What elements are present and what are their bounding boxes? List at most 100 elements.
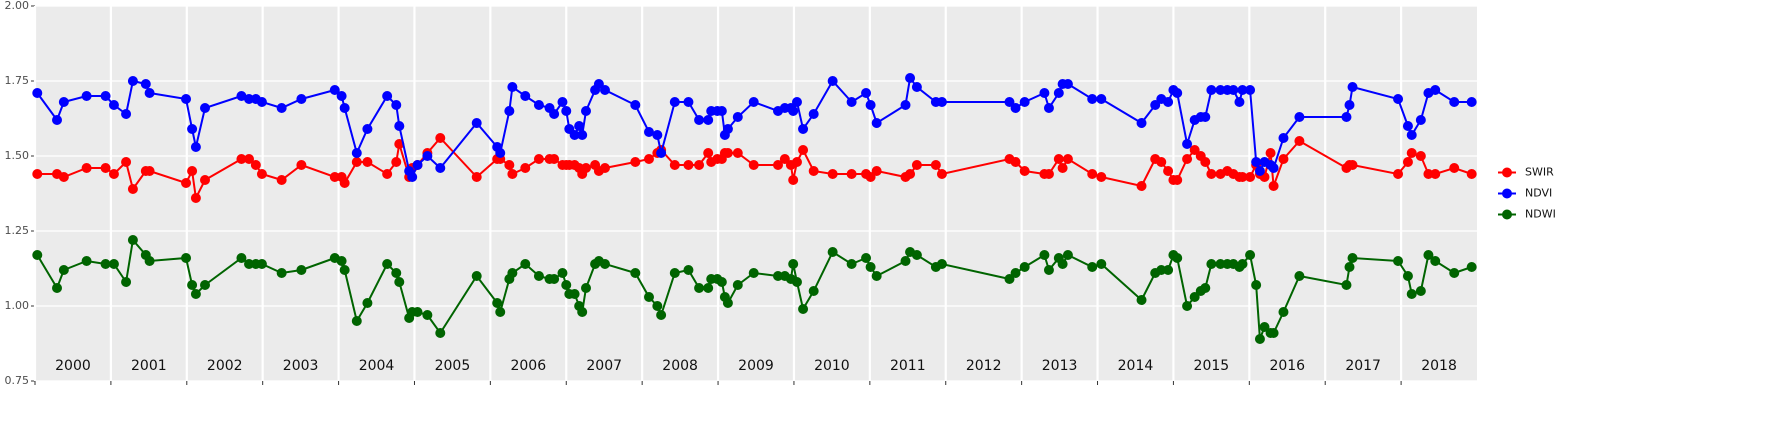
data-point (520, 163, 531, 173)
data-point (788, 175, 799, 185)
data-point (1057, 163, 1068, 173)
data-point (1163, 166, 1174, 176)
data-point (382, 259, 393, 269)
data-point (1019, 166, 1030, 176)
data-point (200, 103, 211, 113)
data-point (495, 148, 506, 158)
data-point (643, 292, 654, 302)
data-point (791, 97, 802, 107)
data-point (276, 175, 287, 185)
data-point (1136, 118, 1147, 128)
data-point (81, 91, 92, 101)
data-point (1449, 97, 1460, 107)
data-point (507, 268, 518, 278)
y-tick-label: 1.25 (5, 224, 30, 237)
y-tick-label: 1.50 (5, 149, 30, 162)
data-point (108, 259, 119, 269)
data-point (936, 169, 947, 179)
data-point (1254, 166, 1265, 176)
data-point (808, 166, 819, 176)
data-point (936, 259, 947, 269)
data-point (1039, 250, 1050, 260)
data-point (296, 160, 307, 170)
data-point (1206, 169, 1217, 179)
x-tick-label: 2001 (131, 358, 167, 374)
data-point (190, 142, 201, 152)
data-point (250, 160, 261, 170)
data-point (1347, 253, 1358, 263)
data-point (187, 124, 198, 134)
data-point (1278, 307, 1289, 317)
data-point (827, 76, 838, 86)
data-point (382, 169, 393, 179)
data-point (1430, 169, 1441, 179)
data-point (533, 154, 544, 164)
panel (35, 6, 1477, 381)
data-point (200, 175, 211, 185)
data-point (1004, 97, 1015, 107)
data-point (652, 301, 663, 311)
data-point (798, 304, 809, 314)
data-point (808, 109, 819, 119)
data-point (1430, 256, 1441, 266)
data-point (1268, 181, 1279, 191)
data-point (1415, 151, 1426, 161)
data-point (716, 106, 727, 116)
data-point (1206, 85, 1217, 95)
data-point (1200, 112, 1211, 122)
data-point (100, 259, 111, 269)
data-point (435, 133, 446, 143)
data-point (140, 79, 151, 89)
data-point (412, 160, 423, 170)
data-point (1010, 103, 1021, 113)
data-point (1245, 250, 1256, 260)
data-point (788, 259, 799, 269)
x-tick-label: 2015 (1194, 358, 1230, 374)
data-point (748, 268, 759, 278)
data-point (1466, 97, 1477, 107)
data-point (732, 148, 743, 158)
data-point (1278, 154, 1289, 164)
data-point (339, 103, 350, 113)
data-point (296, 94, 307, 104)
data-point (32, 169, 43, 179)
data-point (599, 163, 610, 173)
legend-label: NDWI (1525, 208, 1556, 221)
data-point (108, 100, 119, 110)
data-point (58, 265, 69, 275)
data-point (1163, 97, 1174, 107)
data-point (1245, 172, 1256, 182)
x-tick-label: 2017 (1345, 358, 1381, 374)
x-tick-label: 2000 (55, 358, 91, 374)
data-point (435, 328, 446, 338)
data-point (504, 160, 515, 170)
data-point (81, 163, 92, 173)
x-tick-label: 2008 (662, 358, 698, 374)
data-point (108, 169, 119, 179)
data-point (561, 280, 572, 290)
data-point (732, 280, 743, 290)
data-point (871, 271, 882, 281)
data-point (1010, 157, 1021, 167)
data-point (1182, 139, 1193, 149)
data-point (412, 307, 423, 317)
data-point (1200, 157, 1211, 167)
data-point (200, 280, 211, 290)
data-point (1245, 85, 1256, 95)
data-point (722, 124, 733, 134)
data-point (861, 88, 872, 98)
data-point (296, 265, 307, 275)
data-point (1057, 259, 1068, 269)
data-point (1430, 85, 1441, 95)
x-tick-label: 2010 (814, 358, 850, 374)
legend-label: NDVI (1525, 187, 1552, 200)
data-point (683, 160, 694, 170)
data-point (788, 106, 799, 116)
data-point (471, 271, 482, 281)
data-point (1294, 271, 1305, 281)
data-point (561, 106, 572, 116)
data-point (577, 130, 588, 140)
data-point (1172, 175, 1183, 185)
data-point (1200, 283, 1211, 293)
data-point (1278, 133, 1289, 143)
